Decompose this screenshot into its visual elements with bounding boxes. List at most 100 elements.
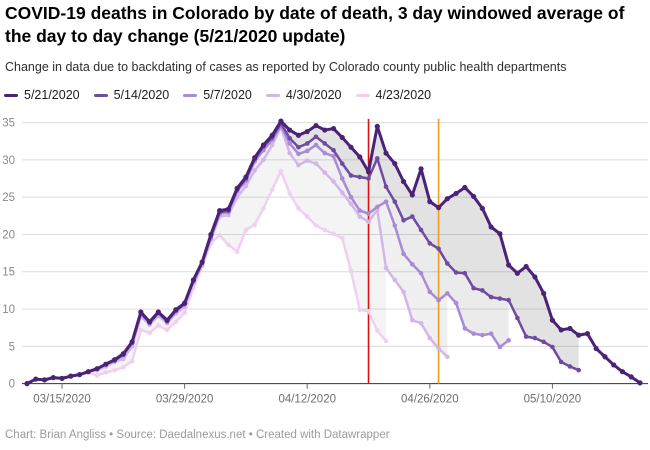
data-point — [121, 364, 126, 370]
chart-legend: 5/21/2020 5/14/2020 5/7/2020 4/30/2020 4/23/… — [4, 88, 431, 102]
data-point — [567, 364, 573, 369]
data-point — [366, 308, 371, 314]
band-0 — [27, 121, 579, 384]
data-point — [147, 330, 152, 336]
data-point — [374, 204, 380, 210]
data-point — [112, 367, 117, 373]
data-point — [401, 217, 406, 223]
data-point — [243, 174, 249, 180]
legend-item-5-14-2020: 5/14/2020 — [93, 88, 170, 102]
data-point — [111, 357, 118, 363]
data-point — [611, 362, 617, 368]
data-point — [453, 300, 459, 306]
data-point — [628, 374, 634, 380]
data-point — [296, 144, 301, 150]
data-point — [400, 178, 407, 185]
data-point — [497, 231, 503, 237]
y-tick-label: 0 — [9, 379, 15, 391]
data-point — [427, 199, 433, 205]
data-point — [479, 205, 485, 211]
data-point — [488, 224, 494, 230]
data-point — [252, 155, 258, 161]
data-point — [514, 270, 520, 276]
data-point — [374, 156, 380, 161]
legend-item-4-30-2020: 4/30/2020 — [265, 88, 342, 102]
data-point — [427, 289, 433, 295]
legend-label: 5/14/2020 — [113, 88, 170, 102]
data-point — [383, 184, 389, 190]
data-point — [383, 150, 389, 156]
data-point — [445, 261, 450, 266]
data-point — [444, 196, 450, 202]
data-point — [304, 141, 310, 146]
data-point — [436, 346, 441, 351]
data-point — [304, 148, 310, 154]
data-point — [295, 132, 302, 138]
data-point — [366, 211, 371, 216]
data-point — [418, 227, 424, 233]
data-point — [296, 151, 301, 157]
data-point — [33, 376, 39, 382]
data-point — [541, 339, 546, 345]
data-point — [374, 328, 380, 333]
series-5-21-2020 — [24, 118, 643, 387]
data-point — [94, 366, 100, 372]
data-point — [418, 320, 424, 326]
data-point — [418, 166, 424, 172]
data-point — [313, 122, 319, 129]
data-point — [427, 241, 433, 246]
band-2 — [27, 125, 448, 384]
y-tick-label: 35 — [2, 118, 15, 130]
data-point — [584, 331, 591, 337]
data-point — [576, 332, 582, 338]
data-point — [523, 263, 529, 270]
data-point — [619, 369, 626, 375]
data-point — [366, 176, 371, 181]
data-point — [401, 251, 406, 257]
data-point — [164, 317, 170, 323]
data-point — [225, 206, 232, 212]
data-point — [138, 327, 144, 333]
data-point — [24, 381, 30, 387]
data-point — [182, 300, 188, 306]
data-point — [296, 162, 301, 168]
data-point — [436, 297, 441, 303]
data-point — [541, 290, 547, 296]
data-point — [348, 194, 354, 200]
data-point — [427, 335, 433, 341]
data-point — [480, 332, 485, 338]
y-axis-labels: 0 5 10 15 20 25 30 35 — [2, 118, 15, 391]
data-point — [558, 327, 564, 333]
x-axis-labels: 03/15/2020 03/29/2020 04/12/2020 04/26/2020… — [33, 394, 581, 406]
legend-label: 4/30/2020 — [285, 88, 342, 102]
data-point — [471, 193, 477, 200]
data-point — [68, 373, 74, 379]
data-point — [392, 199, 398, 204]
data-point — [410, 317, 415, 323]
data-point — [488, 331, 494, 336]
data-point — [523, 334, 529, 339]
data-point — [173, 319, 179, 325]
data-point — [261, 157, 266, 163]
data-point — [85, 369, 91, 375]
data-point — [121, 356, 126, 362]
y-tick-label: 15 — [2, 267, 15, 279]
data-point — [401, 289, 406, 295]
data-point — [339, 176, 345, 181]
data-point — [120, 351, 126, 357]
data-point — [339, 134, 345, 141]
data-point — [558, 359, 564, 365]
data-point — [339, 235, 345, 241]
data-point — [304, 158, 310, 163]
difference-bands — [27, 121, 579, 384]
data-point — [462, 270, 468, 276]
data-point — [357, 154, 363, 160]
data-point — [392, 161, 398, 167]
data-point — [50, 375, 56, 381]
data-point — [409, 192, 415, 198]
data-point — [330, 125, 337, 132]
data-point — [453, 270, 459, 275]
data-point — [41, 377, 48, 383]
data-point — [383, 338, 389, 344]
